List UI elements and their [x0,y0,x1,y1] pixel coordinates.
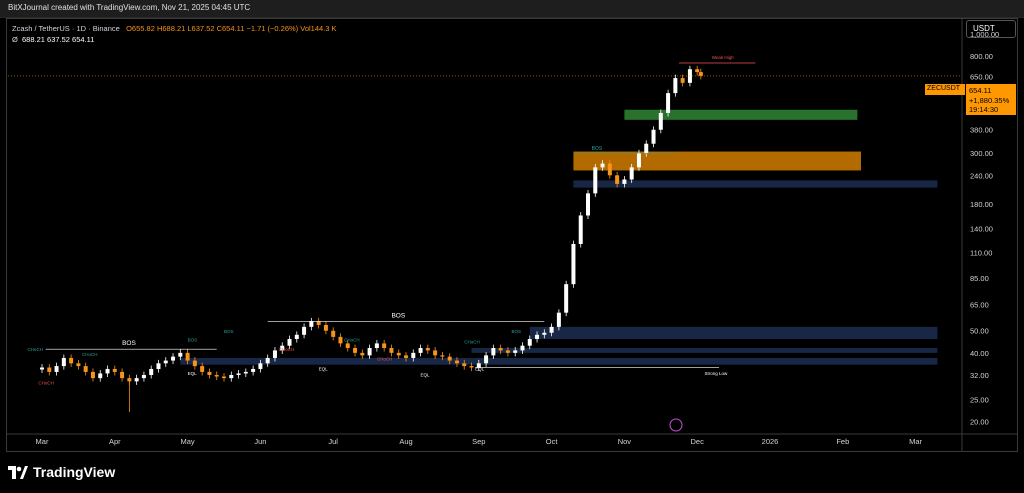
chart-title: BitXJournal created with TradingView.com… [8,3,251,12]
symbol-price-tag: ZECUSDT [925,84,965,95]
brand-name: TradingView [33,464,116,480]
indicator-legend: Ø 688.21 637.52 654.11 [12,35,94,44]
currency-button[interactable]: USDT [966,20,1016,38]
indicator-icon: Ø [12,35,18,44]
tradingview-logo-icon [8,465,28,479]
title-bar: BitXJournal created with TradingView.com… [0,0,1024,18]
symbol-name[interactable]: Zcash / TetherUS · 1D · Binance [12,24,120,33]
last-price: 654.11 [969,86,992,95]
bar-countdown: 19:14:30 [969,105,999,114]
tradingview-logo[interactable]: TradingView [8,464,115,480]
indicator-values: 688.21 637.52 654.11 [22,35,95,44]
symbol-legend: Zcash / TetherUS · 1D · Binance O655.82 … [12,24,337,33]
footer [0,453,1024,493]
price-change: +1,880.35% [969,95,1010,105]
ohlc-values: O655.82 H688.21 L637.52 C654.11 −1.71 (−… [126,24,337,33]
last-price-tag: 654.11 +1,880.35% 19:14:30 [966,84,1016,115]
chart-frame[interactable] [6,18,1018,452]
